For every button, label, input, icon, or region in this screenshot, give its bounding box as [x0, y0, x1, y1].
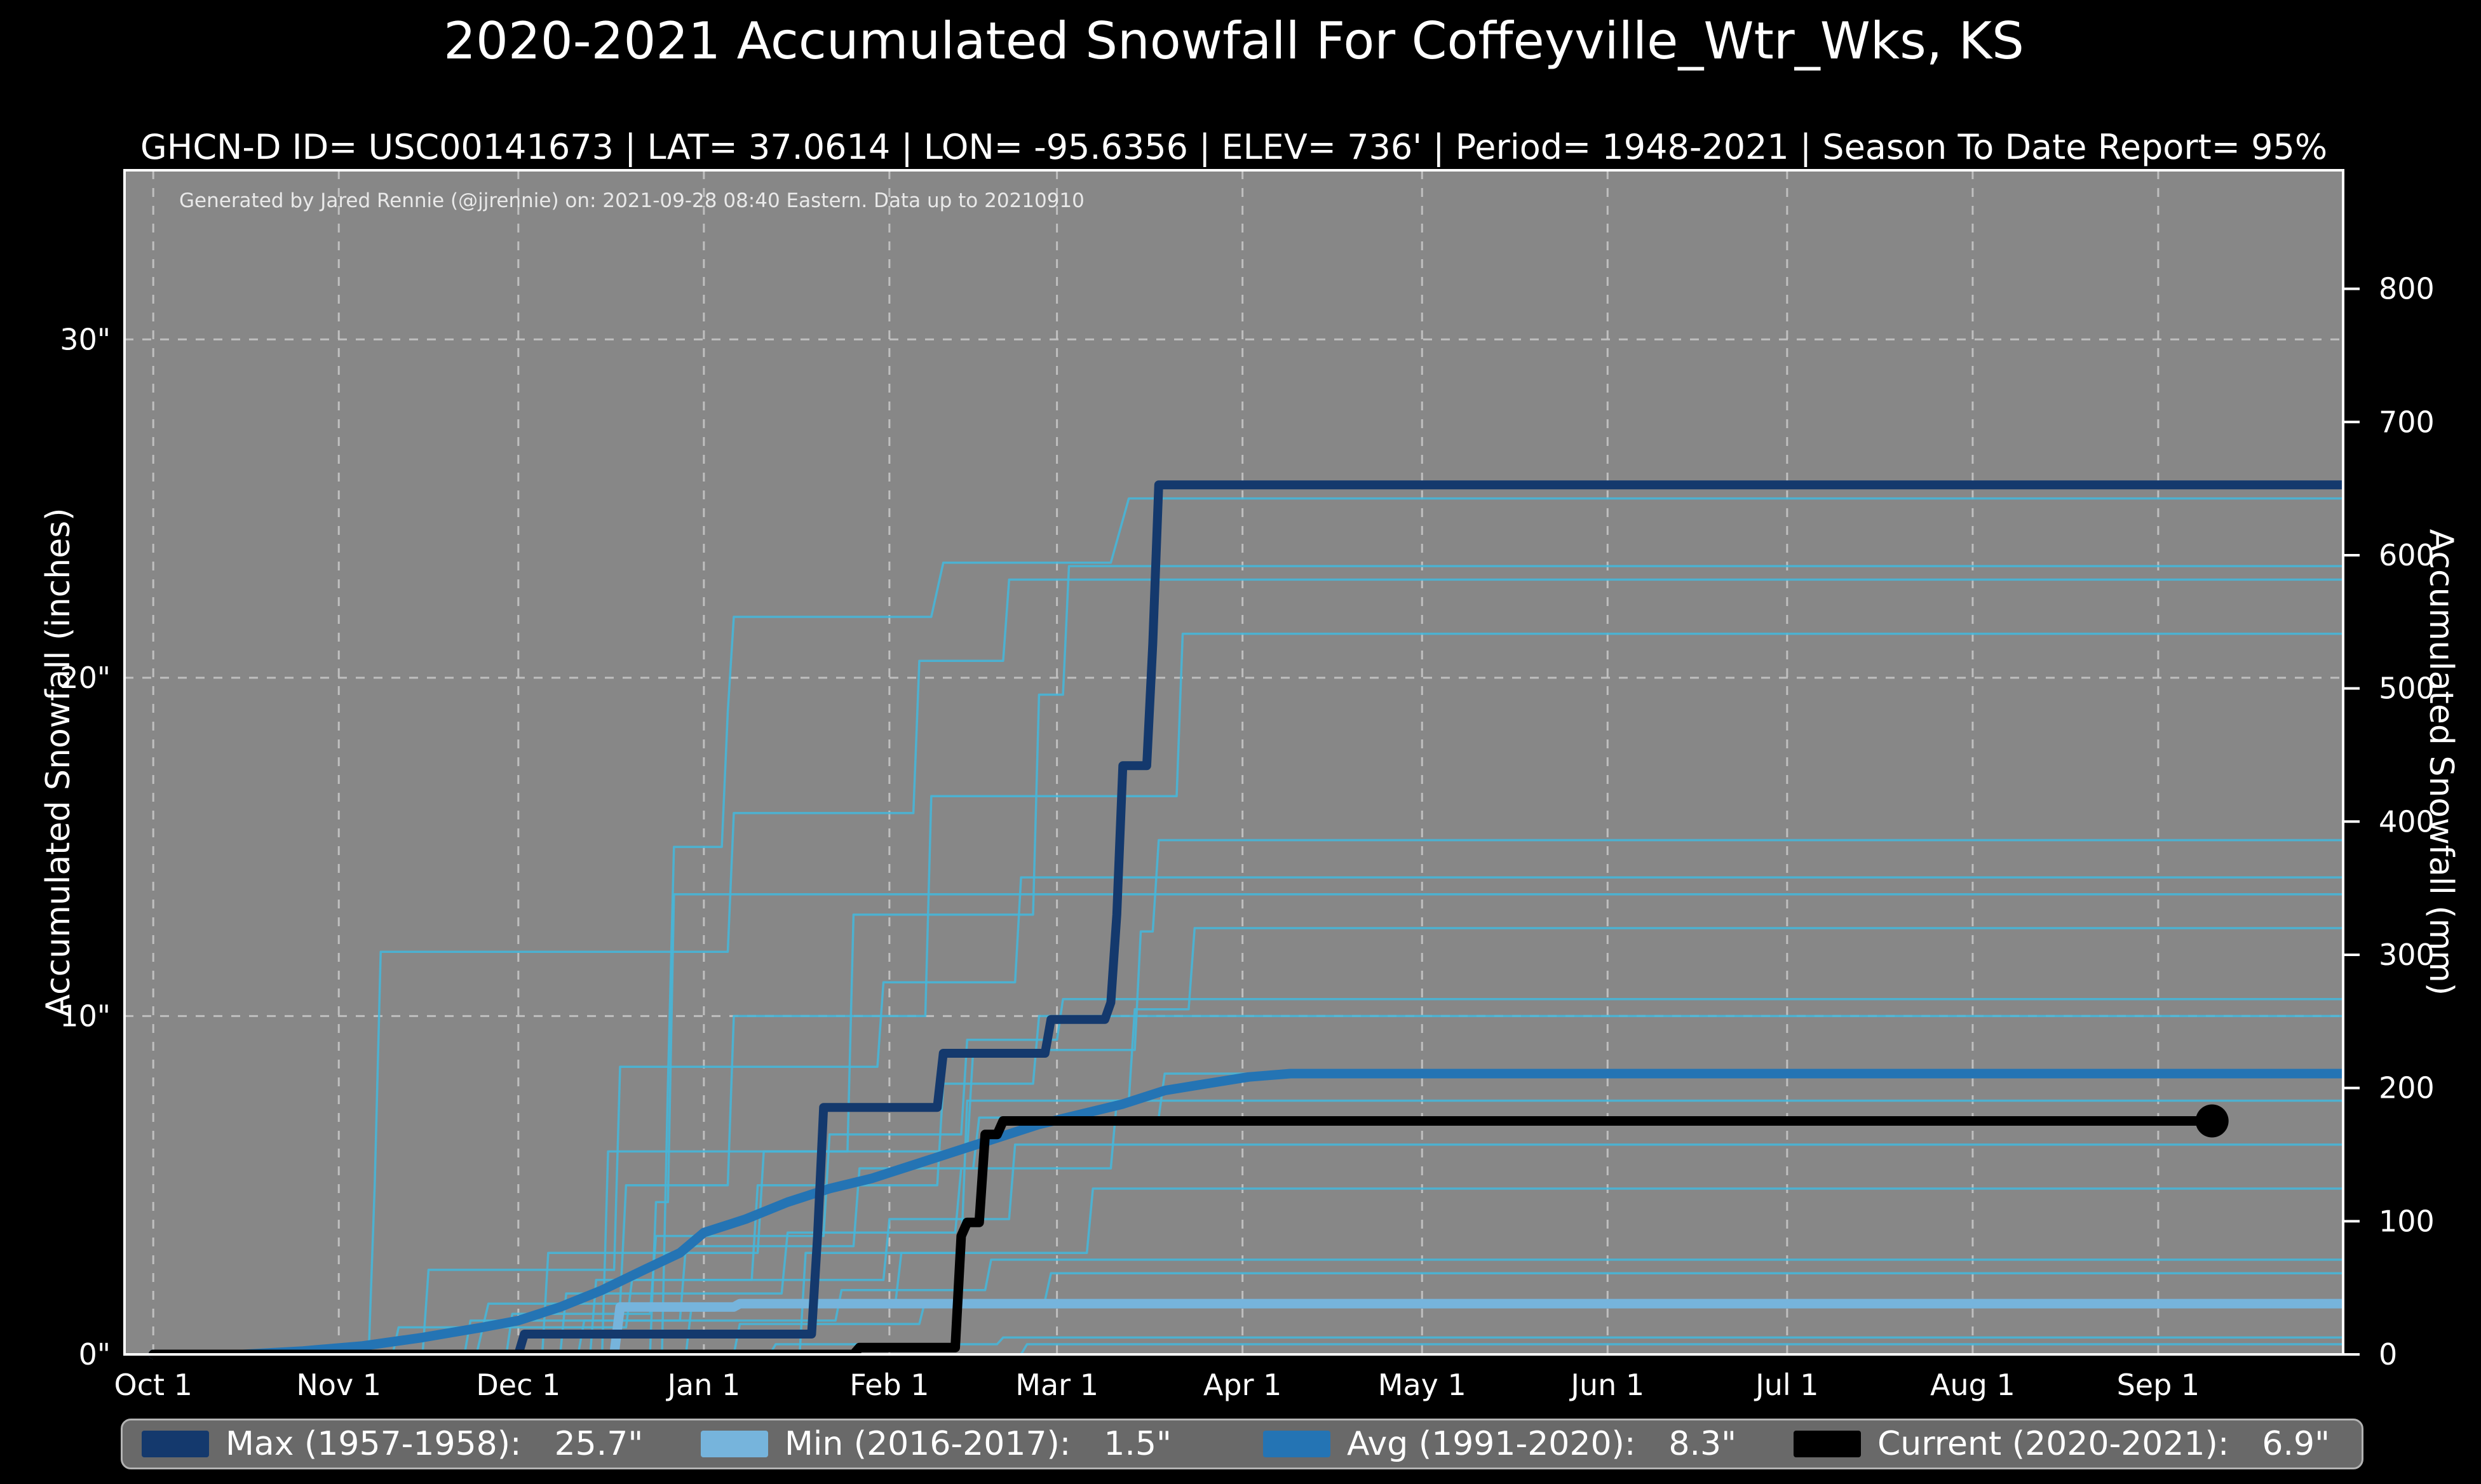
x-tick-label: May 1 — [1378, 1368, 1466, 1402]
left-axis-ticks: 0" 10" 20" 30" — [60, 322, 111, 1372]
max-line-swatch — [142, 1431, 209, 1457]
x-tick-label: Apr 1 — [1203, 1368, 1281, 1402]
y-axis-label-inches: Accumulated Snowfall (inches) — [39, 508, 78, 1017]
right-axis-ticks: 0 100 200 300 400 500 600 700 800 — [2343, 272, 2435, 1372]
x-tick-label: Jul 1 — [1754, 1368, 1818, 1402]
y-left-tick-label: 10" — [60, 999, 111, 1033]
series-line-max — [149, 480, 2343, 1359]
x-tick-label: Feb 1 — [849, 1368, 929, 1402]
x-tick-label: Mar 1 — [1015, 1368, 1099, 1402]
x-axis-ticks: Oct 1 Nov 1 Dec 1 Jan 1 Feb 1 Mar 1 Apr 1 May 1… — [114, 1368, 2200, 1402]
y-right-tick-label: 600 — [2379, 538, 2435, 572]
legend-label: Min (2016-2017): — [785, 1425, 1071, 1463]
generated-by-annotation: Generated by Jared Rennie (@jjrennie) on… — [179, 189, 1085, 212]
y-right-tick-label: 300 — [2379, 938, 2435, 972]
legend-value: 25.7" — [554, 1425, 644, 1463]
plot-area — [125, 170, 2343, 1354]
x-tick-label: Jan 1 — [665, 1368, 740, 1402]
plot-border — [123, 169, 2344, 1356]
y-right-tick-label: 700 — [2379, 405, 2435, 439]
current-line-swatch — [1794, 1431, 1861, 1457]
y-right-tick-label: 200 — [2379, 1071, 2435, 1105]
historical-year-line — [153, 1099, 2343, 1356]
legend: Max (1957-1958): 25.7" Min (2016-2017): … — [121, 1419, 2363, 1469]
legend-label: Avg (1991-2020): — [1347, 1425, 1636, 1463]
series-line-current — [148, 1116, 2217, 1359]
y-right-tick-label: 400 — [2379, 804, 2435, 839]
y-right-tick-label: 100 — [2379, 1204, 2435, 1238]
legend-label: Max (1957-1958): — [226, 1425, 522, 1463]
min-line-swatch — [701, 1431, 768, 1457]
y-right-tick-label: 800 — [2379, 272, 2435, 306]
current-end-dot — [2195, 1104, 2229, 1138]
legend-item-current: Current (2020-2021): 6.9" — [1794, 1420, 2330, 1467]
legend-item-max: Max (1957-1958): 25.7" — [142, 1420, 643, 1467]
x-tick-label: Jun 1 — [1569, 1368, 1644, 1402]
page-title: 2020-2021 Accumulated Snowfall For Coffe… — [443, 11, 2024, 71]
legend-value: 6.9" — [2262, 1425, 2330, 1463]
legend-label: Current (2020-2021): — [1877, 1425, 2229, 1463]
legend-value: 1.5" — [1104, 1425, 1172, 1463]
historical-year-line — [153, 578, 2343, 1356]
y-right-tick-label: 500 — [2379, 671, 2435, 706]
legend-item-min: Min (2016-2017): 1.5" — [701, 1420, 1172, 1467]
x-tick-label: Aug 1 — [1930, 1368, 2015, 1402]
y-axis-label-mm: Accumulated Snowfall (mm) — [2422, 529, 2460, 996]
x-tick-label: Dec 1 — [476, 1368, 560, 1402]
legend-value: 8.3" — [1668, 1425, 1736, 1463]
x-tick-label: Oct 1 — [114, 1368, 192, 1402]
y-right-tick-label: 0 — [2379, 1337, 2397, 1372]
historical-year-line — [153, 632, 2343, 1356]
y-left-tick-label: 30" — [60, 322, 111, 356]
x-tick-label: Sep 1 — [2117, 1368, 2200, 1402]
x-tick-label: Nov 1 — [296, 1368, 381, 1402]
y-left-tick-label: 0" — [79, 1337, 111, 1372]
historical-year-line — [153, 497, 2343, 1356]
legend-item-avg: Avg (1991-2020): 8.3" — [1263, 1420, 1736, 1467]
historical-year-line — [153, 876, 2343, 1356]
series-line-avg — [148, 1069, 2343, 1359]
avg-line-swatch — [1263, 1431, 1330, 1457]
series-group — [148, 480, 2343, 1359]
historical-year-line — [153, 1187, 2343, 1356]
historical-year-line — [153, 1272, 2343, 1356]
station-metadata-subtitle: GHCN-D ID= USC00141673 | LAT= 37.0614 | … — [140, 127, 2328, 167]
y-left-tick-label: 20" — [60, 661, 111, 695]
